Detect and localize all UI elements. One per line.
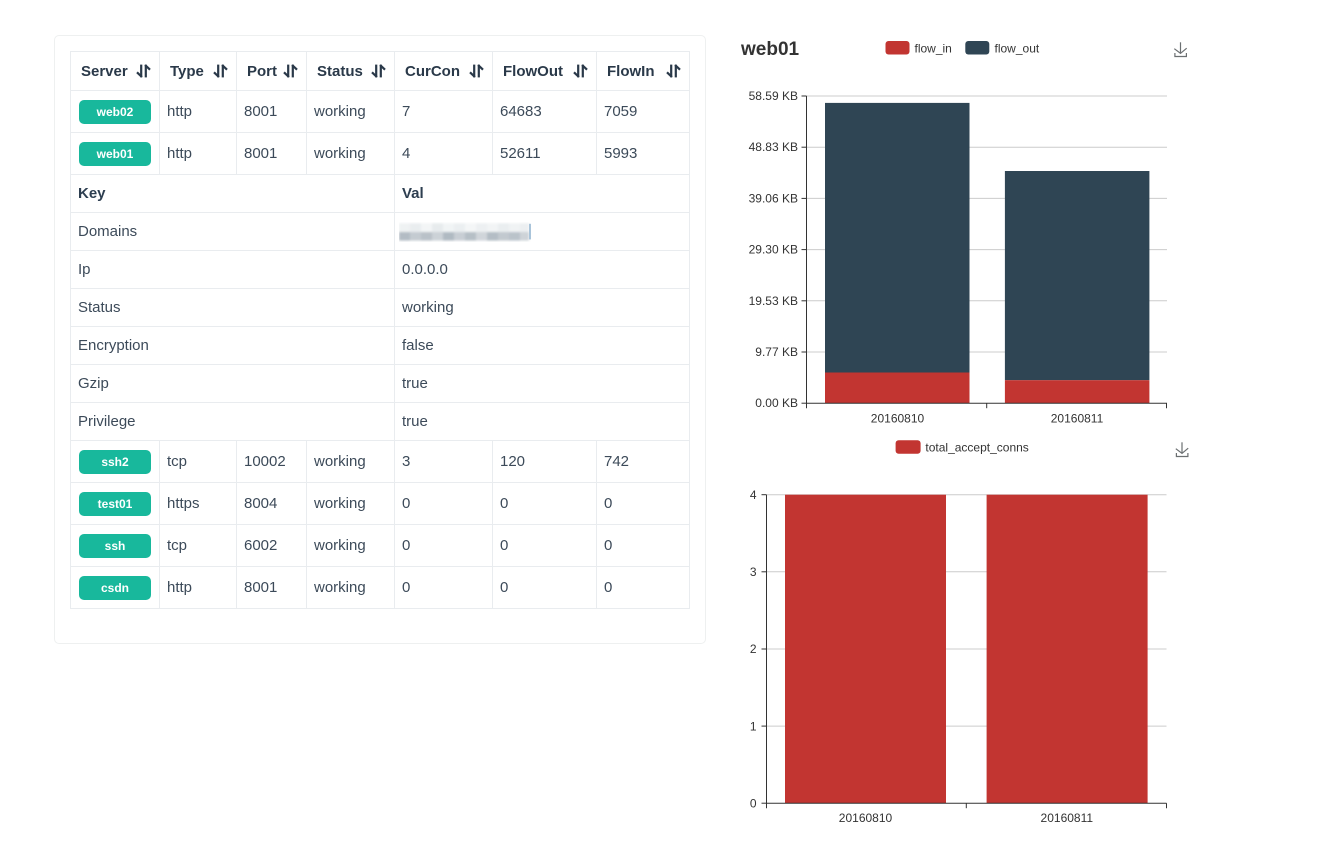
- svg-text:58.59 KB: 58.59 KB: [749, 89, 798, 103]
- svg-text:20160811: 20160811: [1041, 811, 1094, 825]
- svg-text:20160811: 20160811: [1051, 412, 1104, 426]
- svg-text:19.53 KB: 19.53 KB: [749, 294, 798, 308]
- svg-text:1: 1: [750, 719, 757, 733]
- svg-text:20160810: 20160810: [839, 811, 893, 825]
- svg-text:4: 4: [750, 488, 757, 502]
- svg-text:39.06 KB: 39.06 KB: [749, 191, 798, 205]
- svg-text:0.00 KB: 0.00 KB: [755, 396, 798, 410]
- svg-text:3: 3: [750, 565, 757, 579]
- svg-text:flow_out: flow_out: [995, 41, 1040, 55]
- svg-text:total_accept_conns: total_accept_conns: [925, 441, 1028, 455]
- svg-text:9.77 KB: 9.77 KB: [755, 345, 798, 359]
- svg-text:web01: web01: [740, 39, 800, 60]
- svg-text:29.30 KB: 29.30 KB: [749, 243, 798, 257]
- svg-text:flow_in: flow_in: [915, 41, 952, 55]
- svg-text:20160810: 20160810: [871, 412, 925, 426]
- svg-text:2: 2: [750, 642, 757, 656]
- svg-text:0: 0: [750, 796, 757, 810]
- svg-text:48.83 KB: 48.83 KB: [749, 140, 798, 154]
